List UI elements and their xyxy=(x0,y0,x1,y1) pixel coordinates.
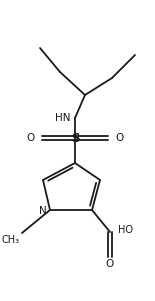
Text: O: O xyxy=(27,133,35,143)
Text: S: S xyxy=(71,132,79,144)
Text: HO: HO xyxy=(118,225,133,235)
Text: O: O xyxy=(115,133,123,143)
Text: HN: HN xyxy=(55,113,70,123)
Text: O: O xyxy=(106,259,114,269)
Text: CH₃: CH₃ xyxy=(2,235,20,245)
Text: N: N xyxy=(39,206,47,216)
